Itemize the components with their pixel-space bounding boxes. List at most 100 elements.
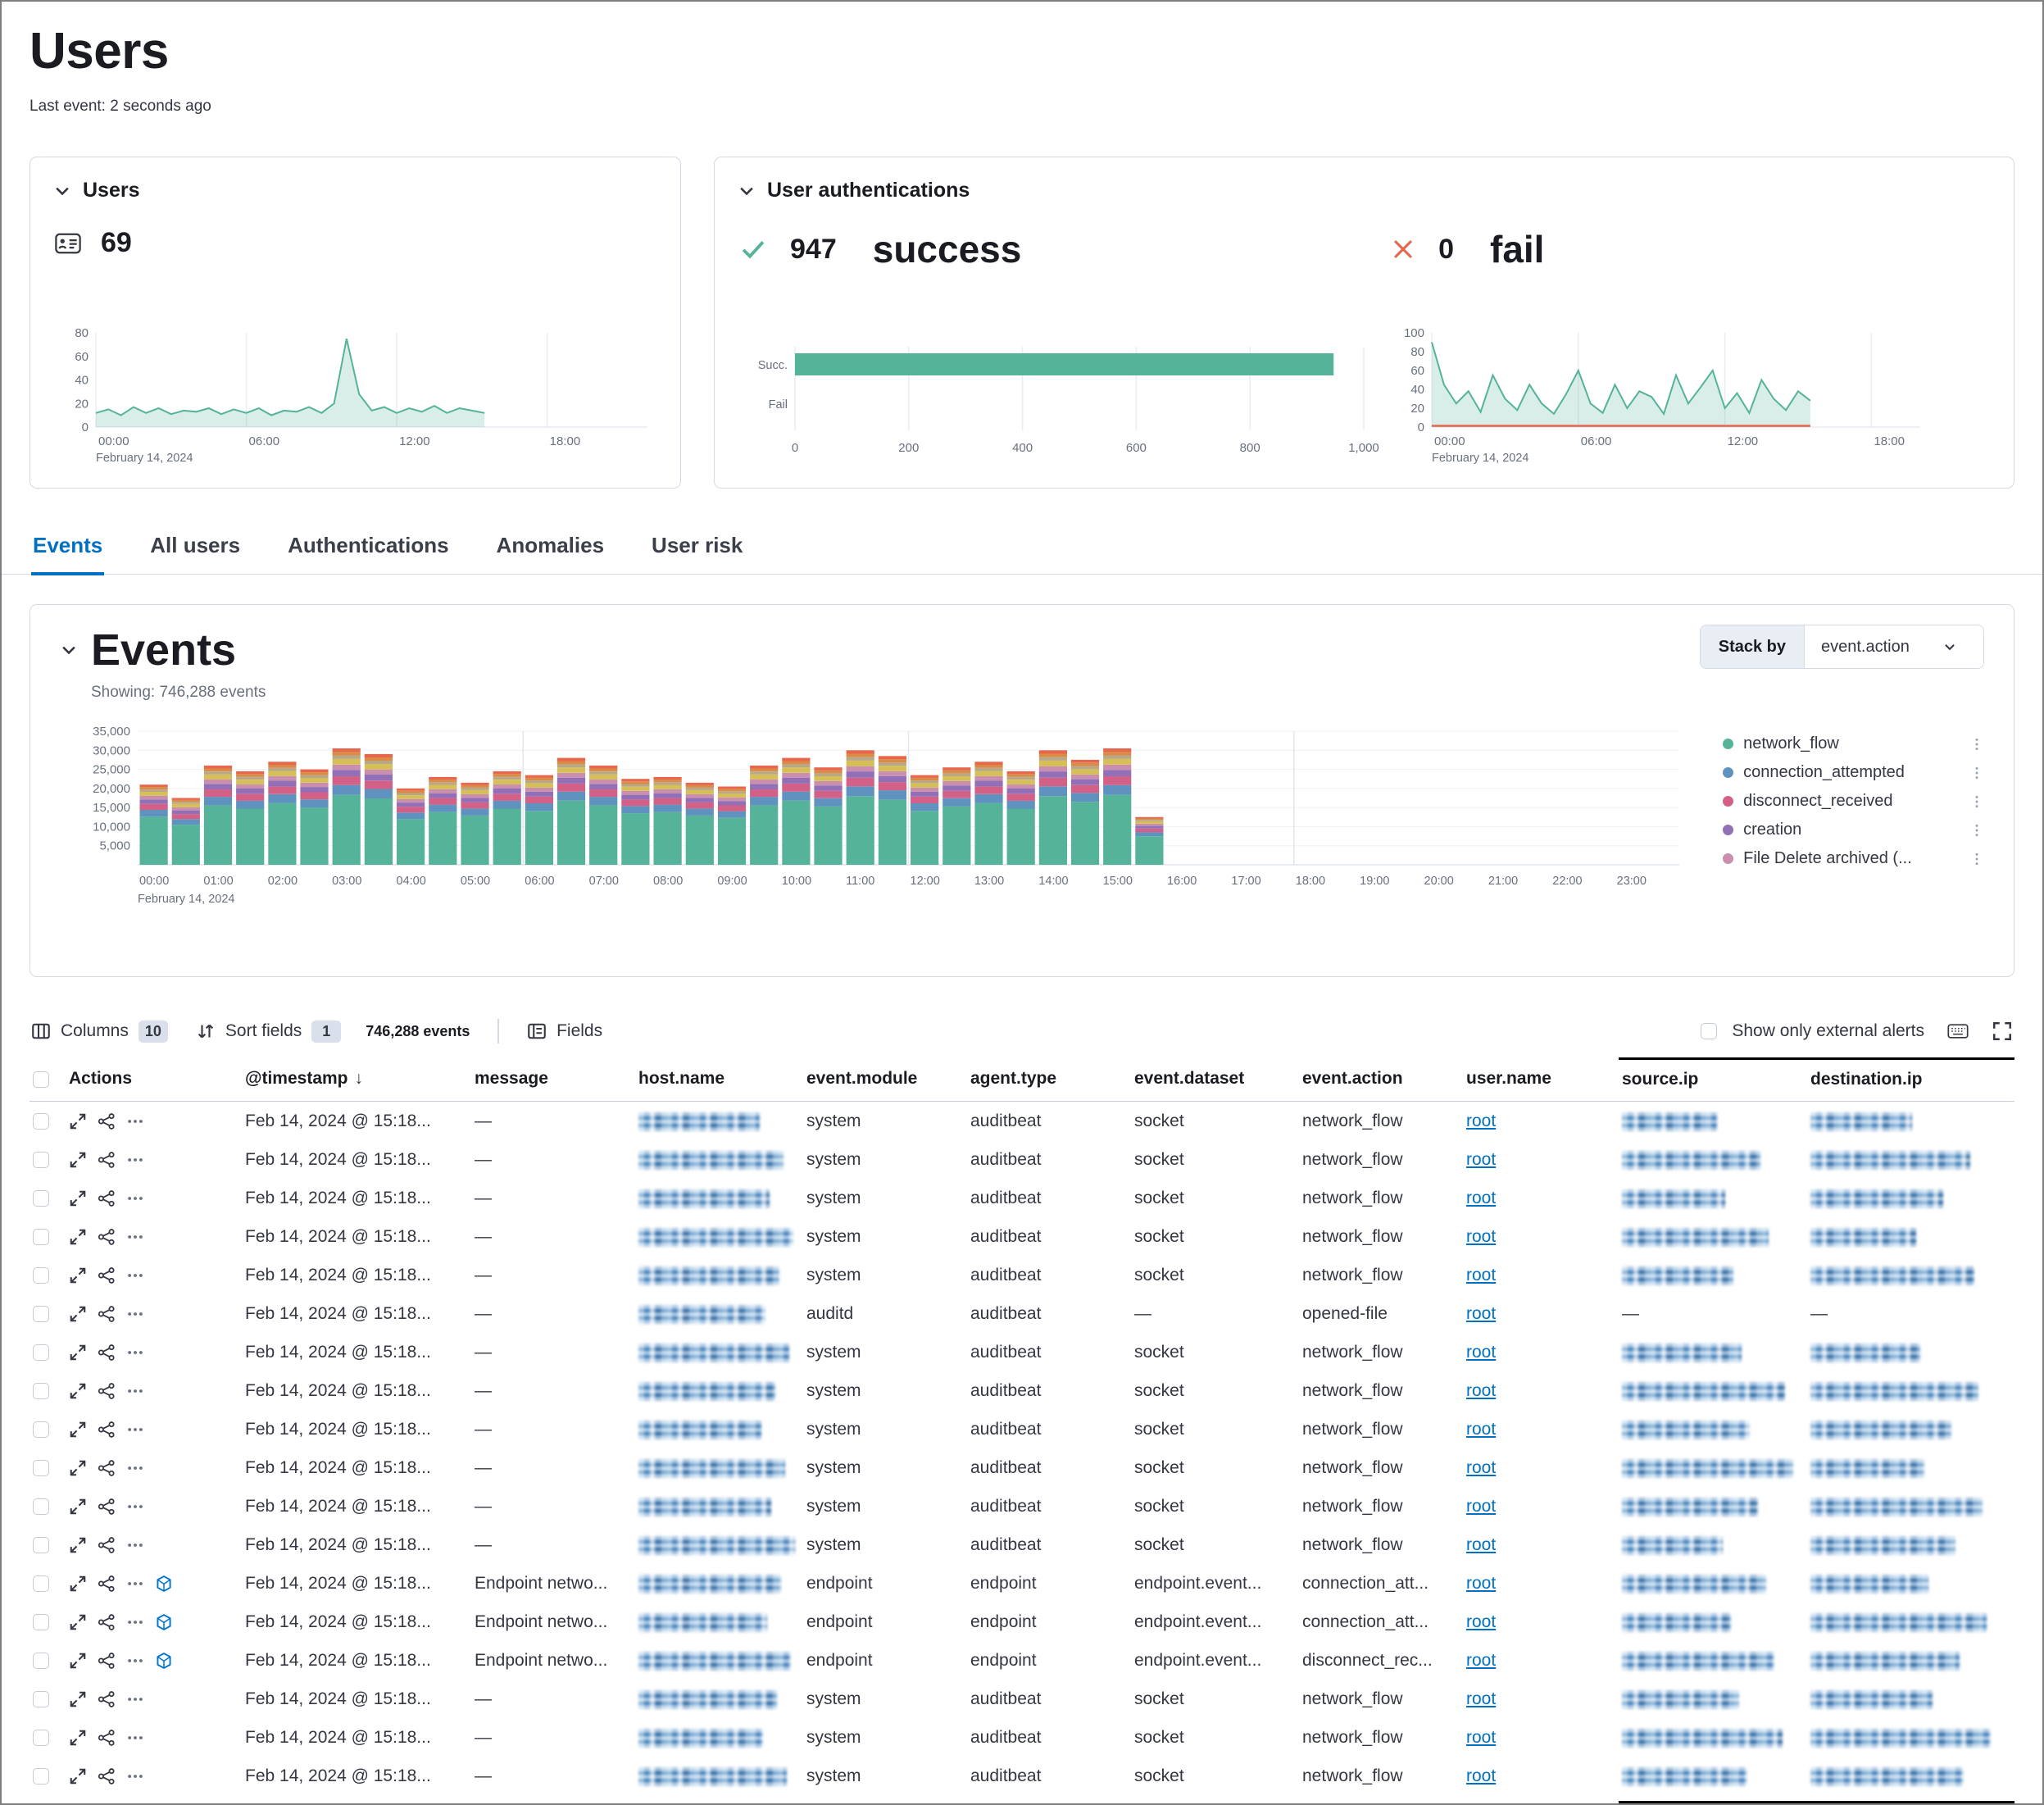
more-actions-icon[interactable]	[126, 1151, 144, 1169]
col-header-agenttype[interactable]: agent.type	[967, 1058, 1131, 1103]
more-actions-icon[interactable]	[126, 1189, 144, 1207]
fullscreen-icon[interactable]	[1992, 1021, 2013, 1042]
stack-by-select[interactable]: event.action	[1805, 625, 1983, 669]
sort-fields-button[interactable]: Sort fields 1	[196, 1020, 342, 1043]
user-name-link[interactable]: root	[1466, 1573, 1497, 1593]
analyze-event-icon[interactable]	[98, 1767, 116, 1785]
analyze-event-icon[interactable]	[98, 1421, 116, 1439]
legend-menu-icon[interactable]	[1969, 880, 1984, 881]
expand-event-icon[interactable]	[69, 1189, 87, 1207]
legend-menu-icon[interactable]	[1969, 794, 1984, 809]
row-checkbox[interactable]	[33, 1152, 49, 1169]
more-actions-icon[interactable]	[126, 1305, 144, 1323]
col-header-eventaction[interactable]: event.action	[1299, 1058, 1463, 1103]
user-name-link[interactable]: root	[1466, 1303, 1497, 1323]
analyze-event-icon[interactable]	[98, 1382, 116, 1400]
user-name-link[interactable]: root	[1466, 1226, 1497, 1246]
more-actions-icon[interactable]	[126, 1266, 144, 1284]
user-name-link[interactable]: root	[1466, 1265, 1497, 1284]
legend-menu-icon[interactable]	[1969, 852, 1984, 866]
analyze-event-icon[interactable]	[98, 1729, 116, 1747]
row-checkbox[interactable]	[33, 1768, 49, 1785]
legend-menu-icon[interactable]	[1969, 766, 1984, 780]
col-header-username[interactable]: user.name	[1463, 1058, 1619, 1103]
expand-event-icon[interactable]	[69, 1151, 87, 1169]
row-checkbox[interactable]	[33, 1267, 49, 1284]
row-checkbox[interactable]	[33, 1113, 49, 1130]
tab-anomalies[interactable]: Anomalies	[496, 533, 605, 558]
row-checkbox[interactable]	[33, 1421, 49, 1439]
more-actions-icon[interactable]	[126, 1498, 144, 1516]
keyboard-icon[interactable]	[1947, 1021, 1969, 1042]
expand-event-icon[interactable]	[69, 1613, 87, 1631]
col-header-sourceip[interactable]: source.ip	[1619, 1057, 1807, 1103]
row-checkbox[interactable]	[33, 1460, 49, 1477]
row-checkbox[interactable]	[33, 1537, 49, 1554]
user-name-link[interactable]: root	[1466, 1650, 1497, 1670]
tab-events[interactable]: Events	[31, 525, 105, 576]
expand-event-icon[interactable]	[69, 1421, 87, 1439]
more-actions-icon[interactable]	[126, 1421, 144, 1439]
more-actions-icon[interactable]	[126, 1575, 144, 1593]
tab-all-users[interactable]: All users	[150, 533, 241, 558]
more-actions-icon[interactable]	[126, 1613, 144, 1631]
expand-event-icon[interactable]	[69, 1228, 87, 1246]
row-checkbox[interactable]	[33, 1383, 49, 1400]
user-name-link[interactable]: root	[1466, 1612, 1497, 1631]
collapse-chevron-icon[interactable]	[53, 182, 71, 200]
legend-item-rename[interactable]: rename	[1723, 873, 1984, 880]
analyze-event-icon[interactable]	[98, 1266, 116, 1284]
user-name-link[interactable]: root	[1466, 1342, 1497, 1362]
fields-button[interactable]: Fields	[527, 1021, 602, 1041]
user-name-link[interactable]: root	[1466, 1111, 1497, 1130]
select-all-checkbox[interactable]	[33, 1071, 49, 1088]
user-name-link[interactable]: root	[1466, 1496, 1497, 1516]
row-checkbox[interactable]	[33, 1614, 49, 1631]
analyze-event-icon[interactable]	[98, 1344, 116, 1362]
collapse-chevron-icon[interactable]	[738, 182, 756, 200]
more-actions-icon[interactable]	[126, 1536, 144, 1554]
expand-event-icon[interactable]	[69, 1536, 87, 1554]
analyze-event-icon[interactable]	[98, 1690, 116, 1708]
analyze-event-icon[interactable]	[98, 1459, 116, 1477]
legend-item-disconnect_received[interactable]: disconnect_received	[1723, 787, 1984, 816]
legend-item-file-delete-archived-[interactable]: File Delete archived (...	[1723, 844, 1984, 873]
collapse-chevron-icon[interactable]	[60, 641, 78, 659]
expand-event-icon[interactable]	[69, 1767, 87, 1785]
legend-item-network_flow[interactable]: network_flow	[1723, 730, 1984, 758]
analyze-event-icon[interactable]	[98, 1151, 116, 1169]
more-actions-icon[interactable]	[126, 1459, 144, 1477]
legend-menu-icon[interactable]	[1969, 823, 1984, 838]
user-name-link[interactable]: root	[1466, 1534, 1497, 1554]
analyze-event-icon[interactable]	[98, 1652, 116, 1670]
analyze-event-icon[interactable]	[98, 1189, 116, 1207]
col-header-eventmodule[interactable]: event.module	[803, 1058, 967, 1103]
legend-menu-icon[interactable]	[1969, 737, 1984, 752]
expand-event-icon[interactable]	[69, 1305, 87, 1323]
row-checkbox[interactable]	[33, 1691, 49, 1708]
col-header-destinationip[interactable]: destination.ip	[1807, 1057, 2014, 1103]
analyze-event-icon[interactable]	[98, 1112, 116, 1130]
row-checkbox[interactable]	[33, 1653, 49, 1670]
expand-event-icon[interactable]	[69, 1652, 87, 1670]
expand-event-icon[interactable]	[69, 1112, 87, 1130]
row-checkbox[interactable]	[33, 1498, 49, 1516]
more-actions-icon[interactable]	[126, 1652, 144, 1670]
columns-button[interactable]: Columns 10	[31, 1020, 168, 1043]
analyze-event-icon[interactable]	[98, 1536, 116, 1554]
user-name-link[interactable]: root	[1466, 1727, 1497, 1747]
col-header-message[interactable]: message	[471, 1058, 635, 1103]
endpoint-logo-icon[interactable]	[155, 1652, 173, 1670]
user-name-link[interactable]: root	[1466, 1457, 1497, 1477]
endpoint-logo-icon[interactable]	[155, 1575, 173, 1593]
analyze-event-icon[interactable]	[98, 1305, 116, 1323]
expand-event-icon[interactable]	[69, 1266, 87, 1284]
row-checkbox[interactable]	[33, 1190, 49, 1207]
row-checkbox[interactable]	[33, 1575, 49, 1593]
expand-event-icon[interactable]	[69, 1344, 87, 1362]
expand-event-icon[interactable]	[69, 1498, 87, 1516]
more-actions-icon[interactable]	[126, 1382, 144, 1400]
user-name-link[interactable]: root	[1466, 1766, 1497, 1785]
row-checkbox[interactable]	[33, 1344, 49, 1362]
user-name-link[interactable]: root	[1466, 1419, 1497, 1439]
